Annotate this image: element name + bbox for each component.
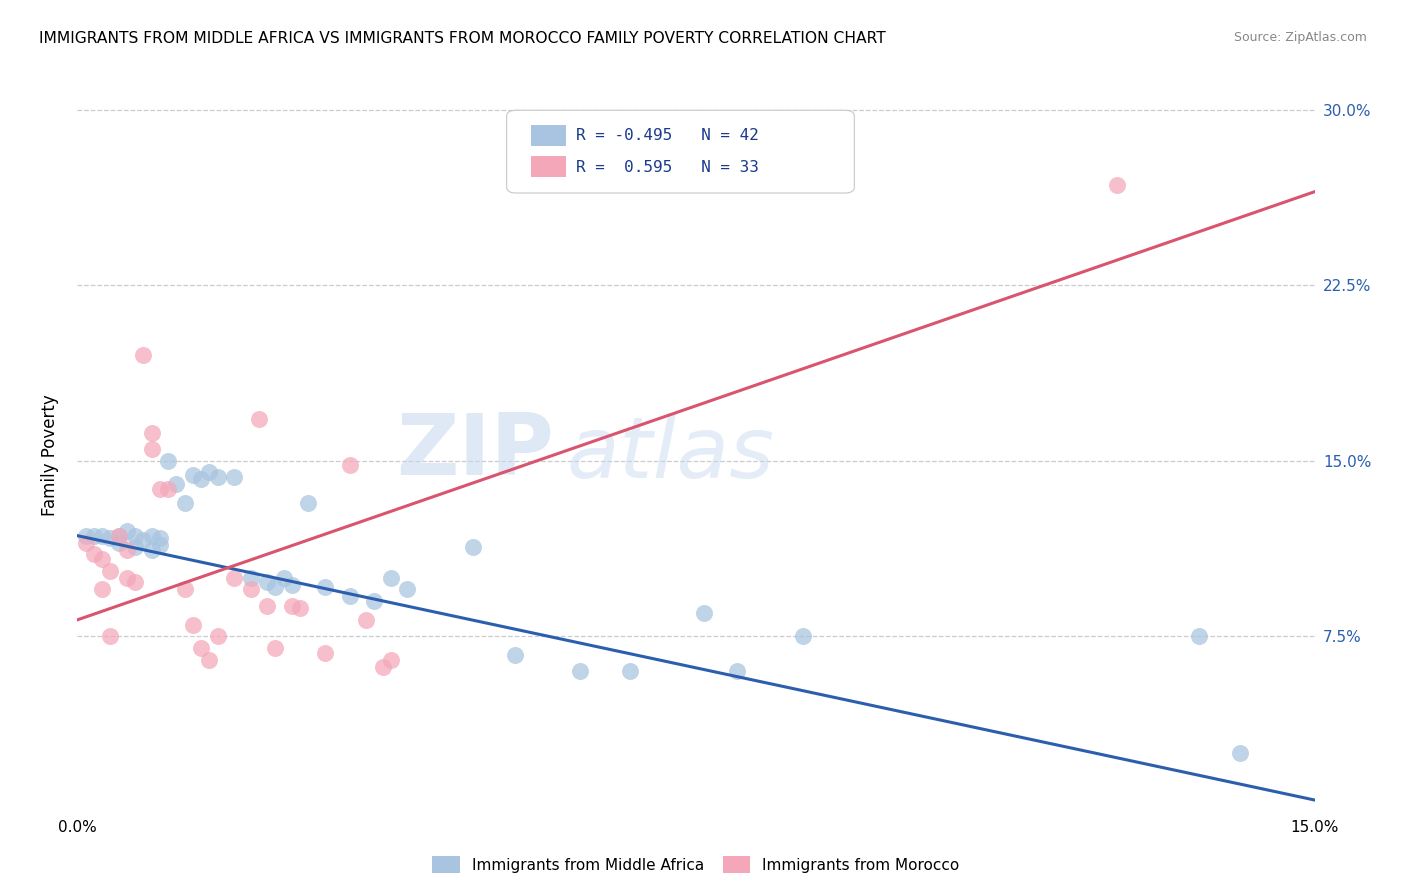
Point xyxy=(75,528,97,542)
Point xyxy=(165,477,187,491)
Text: ZIP: ZIP xyxy=(396,409,554,493)
Point xyxy=(141,425,163,440)
Point xyxy=(264,640,287,655)
Point xyxy=(339,458,361,473)
Point xyxy=(264,580,287,594)
Point xyxy=(157,482,180,496)
Point xyxy=(314,580,336,594)
Point xyxy=(1229,746,1251,760)
Point xyxy=(107,535,129,549)
Point xyxy=(115,542,138,557)
Point xyxy=(124,541,146,555)
Point xyxy=(297,496,319,510)
Point xyxy=(1105,178,1128,192)
Point xyxy=(124,528,146,542)
Point xyxy=(1188,629,1211,643)
Point xyxy=(569,665,592,679)
Bar xyxy=(531,156,567,178)
Point xyxy=(725,665,748,679)
Point xyxy=(141,542,163,557)
Point xyxy=(149,482,172,496)
Text: R =  0.595   N = 33: R = 0.595 N = 33 xyxy=(576,160,759,175)
Point xyxy=(98,564,121,578)
Point xyxy=(198,653,221,667)
Point xyxy=(181,467,204,482)
Point xyxy=(83,528,105,542)
Point xyxy=(91,582,114,597)
Point xyxy=(281,578,304,592)
Point xyxy=(132,533,155,548)
Point xyxy=(149,531,172,545)
Point xyxy=(396,582,419,597)
Point xyxy=(91,552,114,566)
Point xyxy=(115,571,138,585)
Point xyxy=(141,528,163,542)
Bar xyxy=(531,125,567,146)
Text: IMMIGRANTS FROM MIDDLE AFRICA VS IMMIGRANTS FROM MOROCCO FAMILY POVERTY CORRELAT: IMMIGRANTS FROM MIDDLE AFRICA VS IMMIGRA… xyxy=(39,31,886,46)
Point xyxy=(75,535,97,549)
Text: atlas: atlas xyxy=(567,413,775,497)
Point xyxy=(256,599,278,613)
Point xyxy=(239,582,262,597)
Point xyxy=(503,648,526,662)
Y-axis label: Family Poverty: Family Poverty xyxy=(41,394,59,516)
Point xyxy=(124,575,146,590)
Point xyxy=(91,528,114,542)
Point xyxy=(141,442,163,456)
Legend: Immigrants from Middle Africa, Immigrants from Morocco: Immigrants from Middle Africa, Immigrant… xyxy=(426,850,966,879)
Point xyxy=(207,470,229,484)
Point xyxy=(256,575,278,590)
Point xyxy=(339,590,361,604)
Point xyxy=(132,349,155,363)
FancyBboxPatch shape xyxy=(506,111,855,193)
Point xyxy=(173,496,195,510)
Point xyxy=(181,617,204,632)
Point xyxy=(463,541,485,555)
Point xyxy=(98,629,121,643)
Text: Source: ZipAtlas.com: Source: ZipAtlas.com xyxy=(1233,31,1367,45)
Point xyxy=(149,538,172,552)
Text: R = -0.495   N = 42: R = -0.495 N = 42 xyxy=(576,128,759,143)
Point xyxy=(98,531,121,545)
Point xyxy=(314,646,336,660)
Point xyxy=(190,640,212,655)
Point xyxy=(693,606,716,620)
Point xyxy=(363,594,385,608)
Point xyxy=(198,466,221,480)
Point xyxy=(619,665,641,679)
Point xyxy=(380,571,402,585)
Point xyxy=(107,528,129,542)
Point xyxy=(83,547,105,561)
Point xyxy=(281,599,304,613)
Point xyxy=(207,629,229,643)
Point xyxy=(190,473,212,487)
Point xyxy=(273,571,295,585)
Point xyxy=(107,528,129,542)
Point xyxy=(222,571,245,585)
Point xyxy=(288,601,311,615)
Point xyxy=(371,659,394,673)
Point xyxy=(239,571,262,585)
Point xyxy=(792,629,814,643)
Point xyxy=(157,454,180,468)
Point xyxy=(247,411,270,425)
Point xyxy=(173,582,195,597)
Point xyxy=(115,524,138,538)
Point xyxy=(222,470,245,484)
Point xyxy=(354,613,377,627)
Point xyxy=(380,653,402,667)
